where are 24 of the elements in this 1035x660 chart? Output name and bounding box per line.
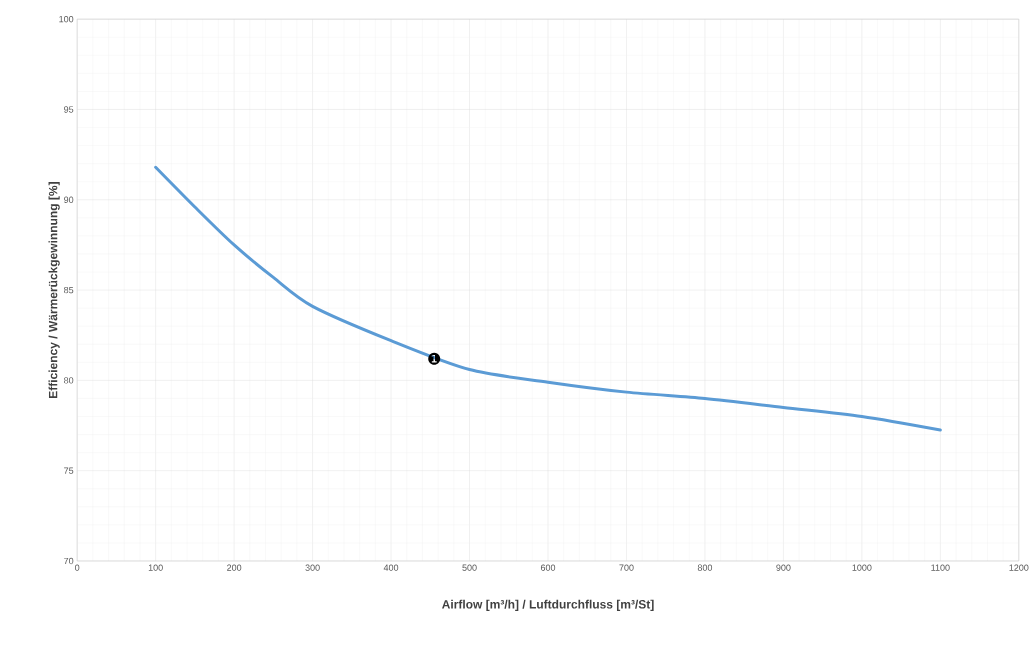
y-tick-label: 100 bbox=[59, 15, 74, 23]
x-tick-label: 200 bbox=[227, 564, 242, 571]
y-tick-label: 90 bbox=[64, 196, 74, 203]
y-tick-label: 85 bbox=[64, 286, 74, 294]
x-tick-label: 100 bbox=[148, 564, 163, 571]
y-tick-label: 75 bbox=[64, 467, 74, 474]
x-axis-title: Airflow [m³/h] / Luftdurchfluss [m³/St] bbox=[442, 599, 654, 611]
annotation: ❶ bbox=[428, 352, 441, 365]
y-axis-title: Efficiency / Wärmerückgewinnung [%] bbox=[48, 182, 60, 398]
y-tick-label: 70 bbox=[64, 557, 74, 565]
x-tick-label: 800 bbox=[697, 564, 713, 571]
line-series bbox=[154, 165, 942, 432]
x-tick-label: 500 bbox=[462, 564, 477, 571]
y-tick-label: 95 bbox=[64, 106, 74, 113]
x-tick-label: 600 bbox=[540, 564, 556, 571]
x-tick-label: 300 bbox=[305, 564, 320, 571]
y-tick-label: 80 bbox=[64, 377, 74, 384]
x-tick-label: 1100 bbox=[931, 564, 950, 571]
x-tick-label: 1000 bbox=[852, 564, 872, 571]
x-tick-label: 900 bbox=[776, 564, 791, 571]
x-tick-label: 1200 bbox=[1009, 564, 1029, 571]
x-tick-label: 0 bbox=[75, 564, 80, 571]
x-tick-label: 700 bbox=[619, 564, 634, 571]
x-tick-label: 400 bbox=[383, 564, 399, 571]
